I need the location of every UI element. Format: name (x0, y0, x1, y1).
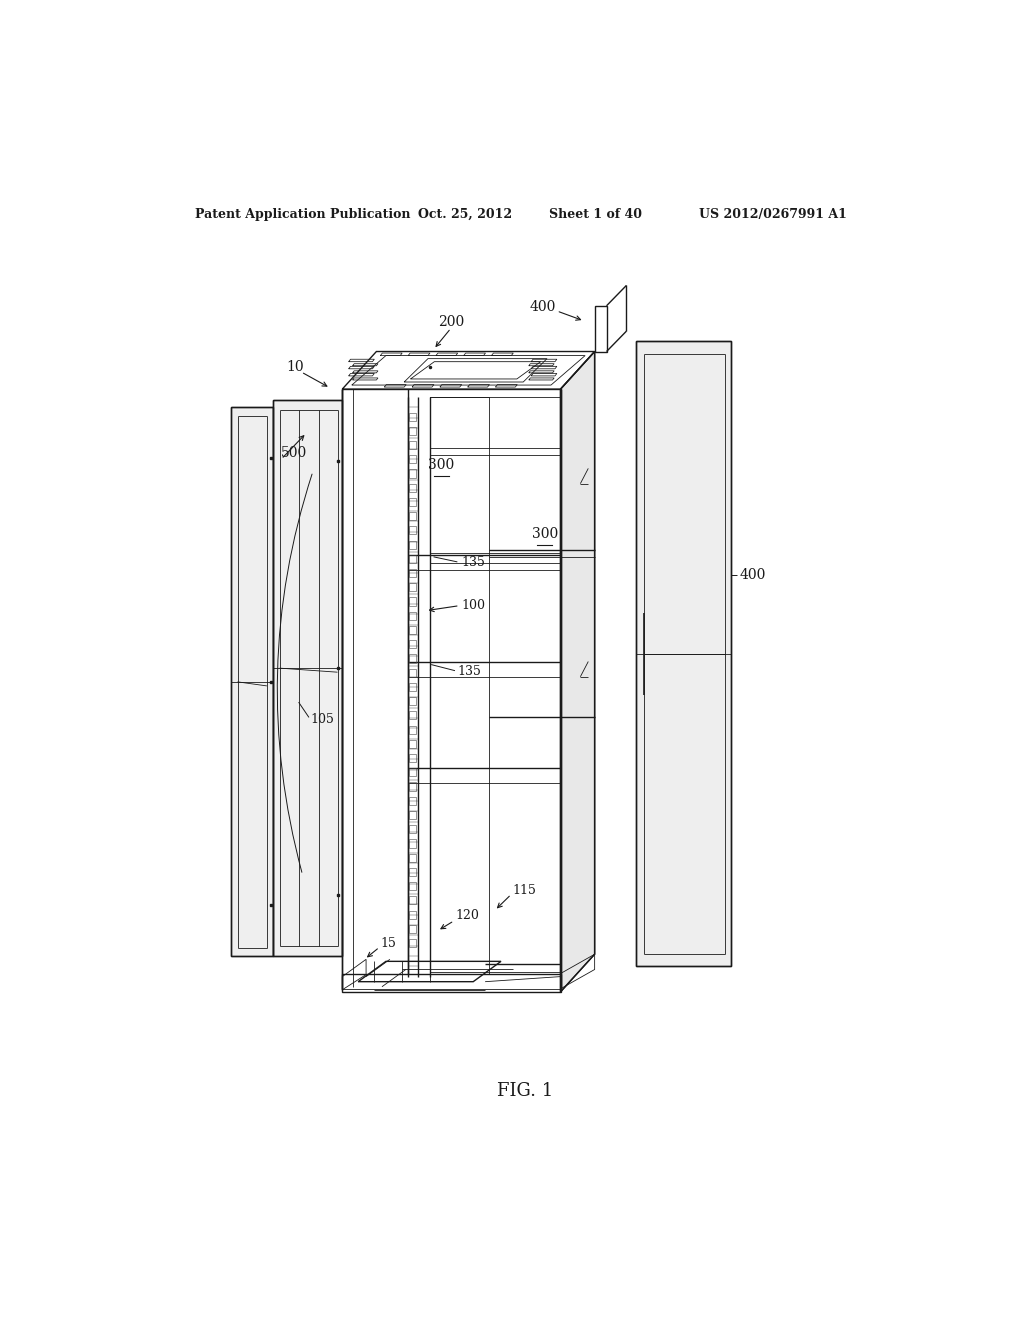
Bar (409, 470, 416, 478)
Polygon shape (560, 351, 595, 991)
Text: 105: 105 (310, 713, 335, 726)
Bar (409, 739, 416, 748)
Bar (409, 412, 416, 421)
Text: 135: 135 (461, 557, 485, 569)
Bar (409, 726, 416, 734)
Text: 115: 115 (513, 883, 537, 896)
Bar (409, 925, 416, 933)
Text: FIG. 1: FIG. 1 (497, 1082, 553, 1101)
Text: 300: 300 (531, 528, 558, 541)
Bar (409, 655, 416, 663)
Text: 200: 200 (438, 315, 464, 329)
Text: 100: 100 (461, 599, 485, 612)
Bar (409, 682, 416, 690)
Text: 400: 400 (739, 568, 766, 582)
Polygon shape (273, 400, 342, 956)
Bar (409, 483, 416, 492)
Bar (409, 554, 416, 562)
Text: Patent Application Publication: Patent Application Publication (196, 207, 411, 220)
Bar (409, 697, 416, 705)
Bar (409, 455, 416, 463)
Text: Oct. 25, 2012: Oct. 25, 2012 (418, 207, 512, 220)
Bar (409, 797, 416, 805)
Bar (409, 426, 416, 434)
Bar (409, 939, 416, 948)
Bar (409, 840, 416, 847)
Bar (409, 598, 416, 606)
Bar (409, 541, 416, 549)
Bar (409, 810, 416, 818)
Bar (409, 768, 416, 776)
Bar (409, 626, 416, 634)
Bar (409, 512, 416, 520)
Bar (409, 882, 416, 890)
Bar (409, 896, 416, 904)
Text: 120: 120 (456, 909, 479, 923)
Bar (409, 825, 416, 833)
Text: 15: 15 (380, 937, 396, 949)
Text: 135: 135 (458, 665, 481, 678)
Bar (409, 527, 416, 535)
Bar (409, 441, 416, 449)
Text: 500: 500 (282, 446, 307, 461)
Bar (409, 754, 416, 762)
Polygon shape (231, 408, 273, 956)
Bar (409, 569, 416, 577)
Bar (409, 854, 416, 862)
Bar (409, 867, 416, 876)
Bar (409, 911, 416, 919)
Text: 300: 300 (428, 458, 455, 473)
Bar (409, 583, 416, 591)
Bar (409, 711, 416, 719)
Bar (409, 783, 416, 791)
Text: Sheet 1 of 40: Sheet 1 of 40 (549, 207, 642, 220)
Text: US 2012/0267991 A1: US 2012/0267991 A1 (699, 207, 847, 220)
Text: 10: 10 (287, 360, 304, 374)
Bar (409, 611, 416, 620)
Polygon shape (636, 342, 731, 966)
Text: 400: 400 (529, 300, 556, 314)
Bar (409, 640, 416, 648)
Bar (409, 498, 416, 506)
Bar (409, 669, 416, 677)
